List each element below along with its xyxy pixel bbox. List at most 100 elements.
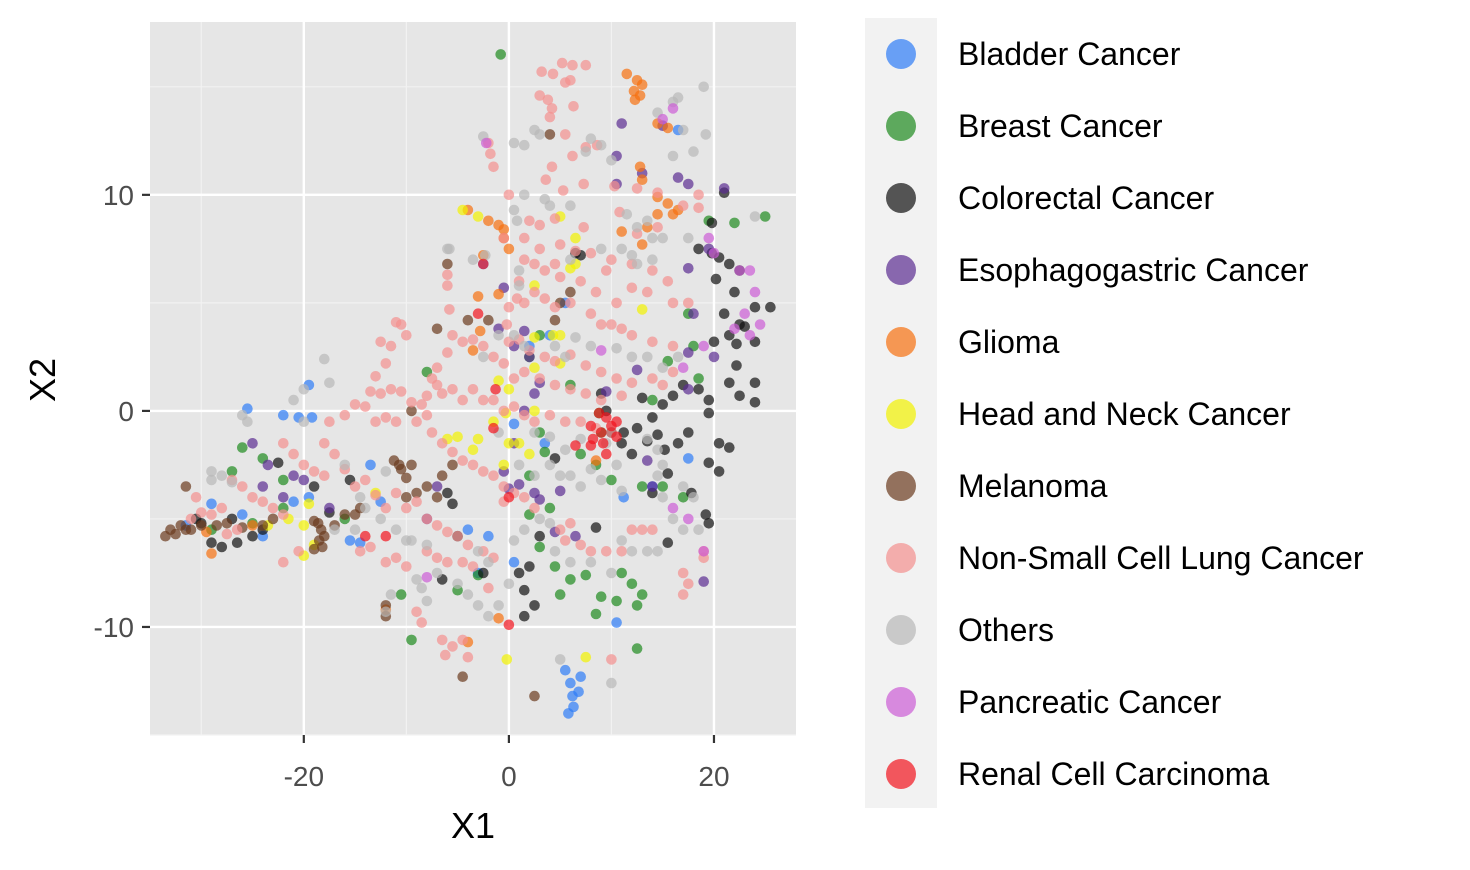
legend-label: Others xyxy=(958,612,1054,648)
point-non-small-cell-lung-cancer xyxy=(524,215,535,227)
point-head-and-neck-cancer xyxy=(503,438,515,449)
point-melanoma xyxy=(406,459,417,471)
point-non-small-cell-lung-cancer xyxy=(554,524,566,535)
point-colorectal-cancer xyxy=(703,457,715,469)
point-melanoma xyxy=(196,520,207,531)
point-others xyxy=(411,574,422,585)
point-colorectal-cancer xyxy=(739,321,750,332)
point-others xyxy=(595,243,607,255)
point-pancreatic-cancer xyxy=(667,502,679,514)
point-non-small-cell-lung-cancer xyxy=(436,438,448,449)
legend-label: Breast Cancer xyxy=(958,108,1163,144)
point-non-small-cell-lung-cancer xyxy=(467,561,479,572)
point-glioma xyxy=(467,345,479,356)
point-head-and-neck-cancer xyxy=(457,204,469,216)
point-non-small-cell-lung-cancer xyxy=(560,535,571,546)
point-melanoma xyxy=(267,513,279,525)
point-others xyxy=(611,343,622,354)
point-renal-cell-carcinoma xyxy=(585,440,597,451)
point-melanoma xyxy=(436,470,448,482)
legend-label: Head and Neck Cancer xyxy=(958,396,1291,432)
point-others xyxy=(483,610,494,622)
point-non-small-cell-lung-cancer xyxy=(556,57,568,69)
point-head-and-neck-cancer xyxy=(529,332,540,343)
point-breast-cancer xyxy=(580,569,592,581)
point-others xyxy=(565,556,576,568)
point-non-small-cell-lung-cancer xyxy=(349,481,361,492)
point-colorectal-cancer xyxy=(662,537,674,548)
point-renal-cell-carcinoma xyxy=(595,427,607,438)
point-others xyxy=(693,524,704,535)
point-others xyxy=(226,476,238,488)
point-non-small-cell-lung-cancer xyxy=(560,416,571,428)
point-non-small-cell-lung-cancer xyxy=(578,222,589,233)
point-others xyxy=(606,567,617,579)
point-others xyxy=(652,546,663,557)
point-others xyxy=(672,351,684,363)
point-colorectal-cancer xyxy=(652,429,663,441)
point-others xyxy=(560,351,571,363)
point-non-small-cell-lung-cancer xyxy=(508,401,520,412)
point-non-small-cell-lung-cancer xyxy=(385,384,397,395)
point-colorectal-cancer xyxy=(734,390,745,402)
point-non-small-cell-lung-cancer xyxy=(457,455,469,466)
point-others xyxy=(298,384,310,395)
point-non-small-cell-lung-cancer xyxy=(452,530,463,542)
point-pancreatic-cancer xyxy=(698,546,709,557)
point-non-small-cell-lung-cancer xyxy=(498,481,510,492)
point-pancreatic-cancer xyxy=(677,362,689,374)
point-non-small-cell-lung-cancer xyxy=(508,373,520,384)
point-esophagogastric-cancer xyxy=(247,438,258,449)
point-others xyxy=(549,546,561,557)
point-melanoma xyxy=(529,690,540,702)
point-others xyxy=(631,258,643,270)
point-others xyxy=(657,459,668,471)
point-others xyxy=(647,232,658,244)
point-non-small-cell-lung-cancer xyxy=(431,520,443,531)
point-non-small-cell-lung-cancer xyxy=(360,401,371,412)
legend-label: Non-Small Cell Lung Cancer xyxy=(958,540,1364,576)
point-others xyxy=(319,353,330,365)
point-non-small-cell-lung-cancer xyxy=(595,366,607,378)
point-others xyxy=(565,254,576,265)
point-colorectal-cancer xyxy=(231,537,243,548)
point-head-and-neck-cancer xyxy=(570,232,581,244)
legend-key xyxy=(886,327,916,357)
point-non-small-cell-lung-cancer xyxy=(549,258,561,270)
point-colorectal-cancer xyxy=(710,273,722,285)
point-non-small-cell-lung-cancer xyxy=(565,297,576,309)
point-glioma xyxy=(472,291,484,302)
point-non-small-cell-lung-cancer xyxy=(457,556,469,568)
point-non-small-cell-lung-cancer xyxy=(565,384,576,395)
point-glioma xyxy=(636,79,648,90)
point-others xyxy=(431,567,443,579)
point-non-small-cell-lung-cancer xyxy=(308,466,320,477)
point-non-small-cell-lung-cancer xyxy=(442,556,453,568)
point-breast-cancer xyxy=(631,600,643,611)
data-points xyxy=(160,49,776,719)
legend-label: Pancreatic Cancer xyxy=(958,684,1222,720)
point-non-small-cell-lung-cancer xyxy=(485,148,496,160)
point-esophagogastric-cancer xyxy=(298,474,310,486)
point-melanoma xyxy=(211,520,222,531)
point-non-small-cell-lung-cancer xyxy=(616,546,627,557)
point-colorectal-cancer xyxy=(718,308,730,320)
point-pancreatic-cancer xyxy=(744,265,756,276)
point-head-and-neck-cancer xyxy=(529,405,540,417)
point-colorectal-cancer xyxy=(442,487,453,499)
point-colorectal-cancer xyxy=(247,530,258,542)
legend-key xyxy=(886,399,916,429)
point-bladder-cancer xyxy=(278,409,289,421)
point-non-small-cell-lung-cancer xyxy=(442,526,453,538)
point-esophagogastric-cancer xyxy=(288,470,299,482)
point-renal-cell-carcinoma xyxy=(611,416,622,428)
legend-label: Glioma xyxy=(958,324,1060,360)
point-non-small-cell-lung-cancer xyxy=(519,232,530,244)
point-bladder-cancer xyxy=(575,671,586,682)
point-non-small-cell-lung-cancer xyxy=(411,496,422,508)
point-non-small-cell-lung-cancer xyxy=(652,187,663,198)
point-non-small-cell-lung-cancer xyxy=(221,528,233,540)
point-others xyxy=(380,606,392,618)
point-non-small-cell-lung-cancer xyxy=(416,399,428,410)
point-melanoma xyxy=(447,459,458,471)
